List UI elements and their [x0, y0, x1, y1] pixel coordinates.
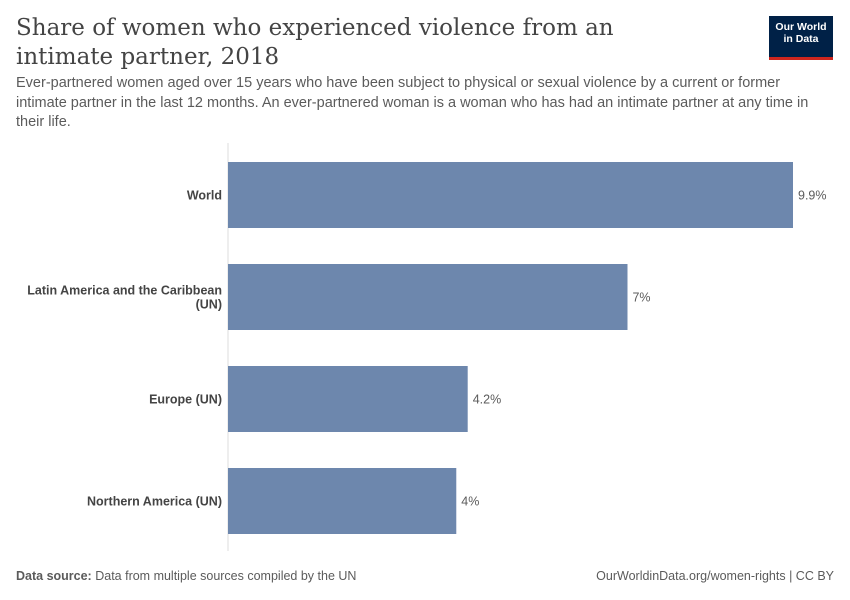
- category-label-line: Northern America (UN): [87, 495, 222, 509]
- bar-2[interactable]: [228, 264, 628, 330]
- bar-1[interactable]: [228, 162, 793, 228]
- value-label-2: 7%: [632, 291, 650, 305]
- logo-line-1: Our World: [775, 21, 827, 33]
- category-label-4: Northern America (UN): [87, 495, 222, 509]
- bar-4[interactable]: [228, 468, 457, 534]
- chart-subtitle: Ever-partnered women aged over 15 years …: [16, 75, 809, 130]
- category-label-3: Europe (UN): [149, 393, 222, 407]
- category-label-line: Europe (UN): [149, 393, 222, 407]
- category-label-line: World: [187, 189, 222, 203]
- category-label-line: (UN): [196, 298, 222, 312]
- owid-logo[interactable]: Our World in Data: [769, 16, 833, 60]
- data-source-text[interactable]: Data from multiple sources compiled by t…: [95, 569, 357, 583]
- value-label-4: 4%: [461, 495, 479, 509]
- category-label-1: World: [187, 189, 222, 203]
- chart-title: Share of women who experienced violence …: [16, 15, 614, 70]
- bar-3[interactable]: [228, 366, 468, 432]
- data-source-label: Data source:: [16, 569, 92, 583]
- category-label-2: Latin America and the Caribbean (UN): [27, 284, 222, 312]
- footer-url[interactable]: OurWorldinData.org/women-rights | CC BY: [596, 569, 834, 583]
- data-source: Data source: Data from multiple sources …: [16, 569, 356, 583]
- value-label-3: 4.2%: [473, 393, 502, 407]
- category-label-line: Latin America and the Caribbean: [27, 284, 222, 298]
- logo-line-2: in Data: [783, 33, 819, 45]
- value-label-1: 9.9%: [798, 189, 827, 203]
